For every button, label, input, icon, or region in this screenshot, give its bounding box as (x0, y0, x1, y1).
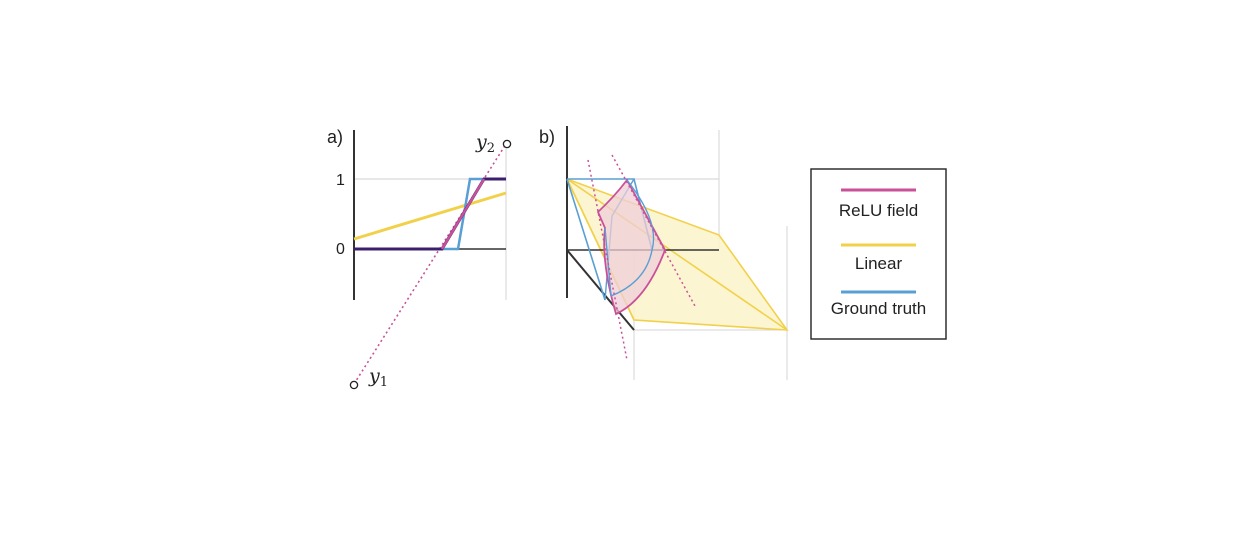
ground-truth-curve (610, 179, 655, 297)
panel-a: a) 1 0 y2 y1 (327, 127, 512, 390)
tick-label-0: 0 (336, 241, 345, 258)
relu-extension-dotted-left (587, 159, 628, 361)
ground-truth-front (604, 227, 612, 297)
relu-field-ramp (440, 178, 486, 250)
ground-truth-line (354, 177, 506, 251)
y1-point (349, 380, 359, 390)
relu-extension-dotted-right (611, 154, 696, 307)
y2-label: y2 (475, 131, 495, 156)
legend-label-ground-truth: Ground truth (831, 299, 926, 318)
legend-label-linear: Linear (855, 254, 903, 273)
y2-point (502, 139, 512, 149)
legend: ReLU field Linear Ground truth (810, 168, 947, 340)
panel-b-label: b) (539, 127, 555, 147)
ground-truth-left (566, 178, 606, 301)
linear-fit-line (353, 191, 507, 241)
relu-field-surface (596, 178, 666, 316)
y1-label: y1 (368, 365, 388, 390)
panel-b: b) (539, 126, 789, 380)
legend-label-relu-field: ReLU field (839, 201, 918, 220)
linear-surface-diagonal (566, 178, 788, 331)
y-axis (566, 249, 635, 331)
tick-label-1: 1 (336, 172, 345, 189)
relu-field-clamped (354, 177, 506, 251)
panel-a-label: a) (327, 127, 343, 147)
legend-box (810, 168, 947, 340)
